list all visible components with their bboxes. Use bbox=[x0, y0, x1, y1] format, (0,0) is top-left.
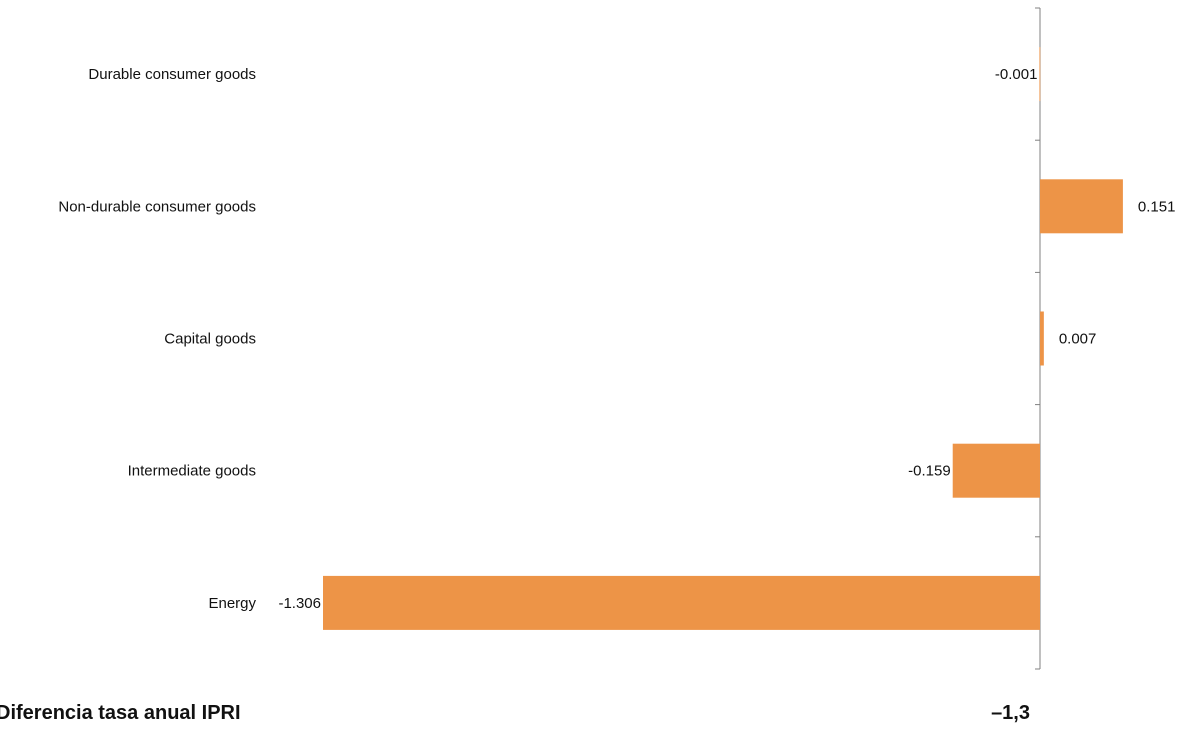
data-label: 0.151 bbox=[1138, 198, 1176, 215]
footer-value: –1,3 bbox=[991, 702, 1030, 724]
bar bbox=[952, 443, 1040, 498]
data-label: -0.159 bbox=[908, 463, 951, 480]
category-label: Non-durable consumer goods bbox=[58, 198, 256, 215]
data-label: 0.007 bbox=[1059, 331, 1097, 348]
data-label: -1.306 bbox=[278, 595, 321, 612]
bar bbox=[1040, 311, 1044, 366]
category-label: Durable consumer goods bbox=[88, 66, 256, 83]
category-label: Energy bbox=[208, 595, 256, 612]
labels-layer: Durable consumer goods -0.001 Non-durable … bbox=[58, 66, 1175, 612]
bar bbox=[1040, 179, 1123, 234]
bar bbox=[323, 575, 1040, 630]
category-label: Intermediate goods bbox=[128, 463, 256, 480]
bars-layer bbox=[323, 47, 1123, 630]
data-label: -0.001 bbox=[995, 66, 1038, 83]
axis-layer bbox=[1035, 7, 1041, 670]
footer-label: Diferencia tasa anual IPRI bbox=[0, 702, 241, 724]
bar bbox=[1039, 47, 1041, 102]
category-label: Capital goods bbox=[164, 331, 256, 348]
